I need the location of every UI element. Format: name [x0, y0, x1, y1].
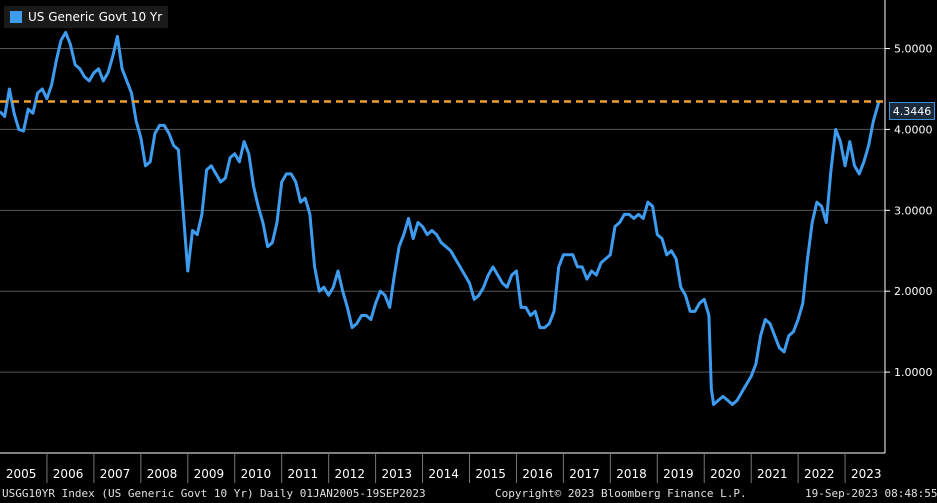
- x-tick-label: 2010: [241, 467, 272, 481]
- legend: US Generic Govt 10 Yr: [4, 6, 169, 28]
- footer-range: Daily 01JAN2005-19SEP2023: [260, 487, 426, 500]
- y-tick-label: 3.0000: [894, 204, 933, 217]
- footer-timestamp: 19-Sep-2023 08:48:55: [805, 487, 937, 500]
- x-tick-label: 2019: [663, 467, 694, 481]
- y-tick-label: 4.0000: [894, 123, 933, 136]
- x-tick-label: 2008: [147, 467, 178, 481]
- x-tick-label: 2015: [475, 467, 506, 481]
- legend-label: US Generic Govt 10 Yr: [28, 10, 163, 24]
- x-tick-label: 2005: [6, 467, 37, 481]
- x-axis: 2005 2006 2007 2008 2009 2010 2011 2012 2013 2014…: [0, 452, 885, 483]
- x-tick-label: 2006: [53, 467, 84, 481]
- last-value-tag: 4.3446: [889, 102, 935, 120]
- gridlines: [0, 48, 885, 373]
- x-tick-label: 2007: [100, 467, 131, 481]
- x-tick-label: 2023: [851, 467, 882, 481]
- footer-copyright: Copyright© 2023 Bloomberg Finance L.P.: [495, 487, 747, 500]
- x-tick-label: 2009: [194, 467, 225, 481]
- x-tick-label: 2022: [804, 467, 835, 481]
- series-line-us-generic-govt-10yr: [0, 30, 881, 406]
- x-tick-label: 2021: [757, 467, 788, 481]
- x-tick-label: 2018: [616, 467, 647, 481]
- y-axis: 1.0000 2.0000 3.0000 4.0000 5.0000: [884, 0, 933, 453]
- x-tick-label: 2014: [428, 467, 459, 481]
- y-tick-label: 2.0000: [894, 285, 933, 298]
- series-area: [0, 30, 881, 406]
- x-tick-label: 2016: [522, 467, 553, 481]
- x-tick-label: 2012: [335, 467, 366, 481]
- x-tick-label: 2017: [569, 467, 600, 481]
- x-tick-label: 2020: [710, 467, 741, 481]
- footer-index-name: USGG10YR Index (US Generic Govt 10 Yr): [2, 487, 254, 500]
- x-tick-label: 2013: [381, 467, 412, 481]
- y-tick-label: 5.0000: [894, 43, 933, 56]
- x-tick-label: 2011: [288, 467, 319, 481]
- legend-swatch: [10, 11, 22, 23]
- y-tick-label: 1.0000: [894, 366, 933, 379]
